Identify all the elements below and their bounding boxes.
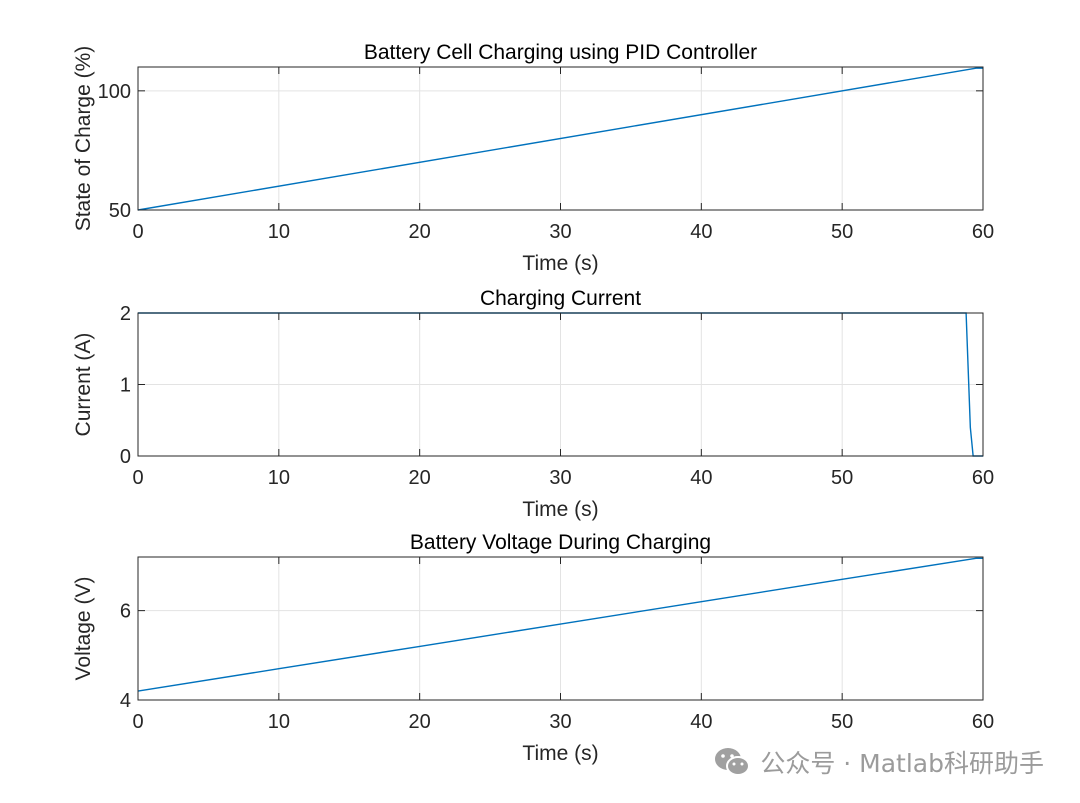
y-tick-label: 0 (120, 446, 131, 468)
y-axis-label: Current (A) (72, 333, 95, 437)
y-tick-label: 4 (120, 690, 131, 712)
x-tick-label: 40 (690, 711, 712, 733)
watermark: 公众号 · Matlab科研助手 (712, 742, 1044, 782)
x-axis-label: Time (s) (522, 252, 598, 275)
subplot-1: 0 10 20 30 40 50 60 50 100 Battery Cell Charging … (72, 41, 994, 275)
x-tick-label: 10 (268, 467, 290, 489)
x-tick-label: 0 (132, 221, 143, 243)
x-tick-label: 30 (549, 711, 571, 733)
y-tick-label: 100 (98, 81, 131, 103)
x-tick-label: 60 (972, 467, 994, 489)
x-tick-label: 10 (268, 711, 290, 733)
y-axis-label: Voltage (V) (72, 577, 95, 681)
y-tick-label: 2 (120, 303, 131, 325)
subplot-3: 0 10 20 30 40 50 60 4 6 Battery Voltage During Ch… (72, 531, 994, 765)
y-tick-label: 6 (120, 601, 131, 623)
x-tick-label: 50 (831, 221, 853, 243)
subplot-2: 0 10 20 30 40 50 60 0 1 2 Charging Current Time (s)… (72, 287, 994, 521)
watermark-text: 公众号 · Matlab科研助手 (760, 749, 1044, 778)
x-tick-label: 60 (972, 221, 994, 243)
y-axis-label: State of Charge (%) (72, 46, 95, 232)
x-tick-label: 60 (972, 711, 994, 733)
x-tick-label: 20 (409, 711, 431, 733)
y-tick-label: 1 (120, 375, 131, 397)
x-tick-label: 10 (268, 221, 290, 243)
x-tick-label: 50 (831, 711, 853, 733)
chart-title: Charging Current (480, 287, 641, 310)
x-tick-label: 20 (409, 467, 431, 489)
series-line (137, 67, 983, 211)
x-tick-label: 40 (690, 221, 712, 243)
x-axis-label: Time (s) (522, 742, 598, 765)
x-tick-label: 20 (409, 221, 431, 243)
x-axis-label: Time (s) (522, 498, 598, 521)
x-tick-label: 50 (831, 467, 853, 489)
x-tick-label: 40 (690, 467, 712, 489)
y-tick-label: 50 (109, 200, 131, 222)
x-tick-label: 0 (132, 467, 143, 489)
x-tick-label: 30 (549, 467, 571, 489)
chart-title: Battery Cell Charging using PID Controll… (364, 41, 757, 64)
x-tick-label: 0 (132, 711, 143, 733)
x-tick-label: 30 (549, 221, 571, 243)
series-line (137, 557, 983, 692)
chart-title: Battery Voltage During Charging (410, 531, 711, 554)
wechat-icon (715, 748, 751, 776)
